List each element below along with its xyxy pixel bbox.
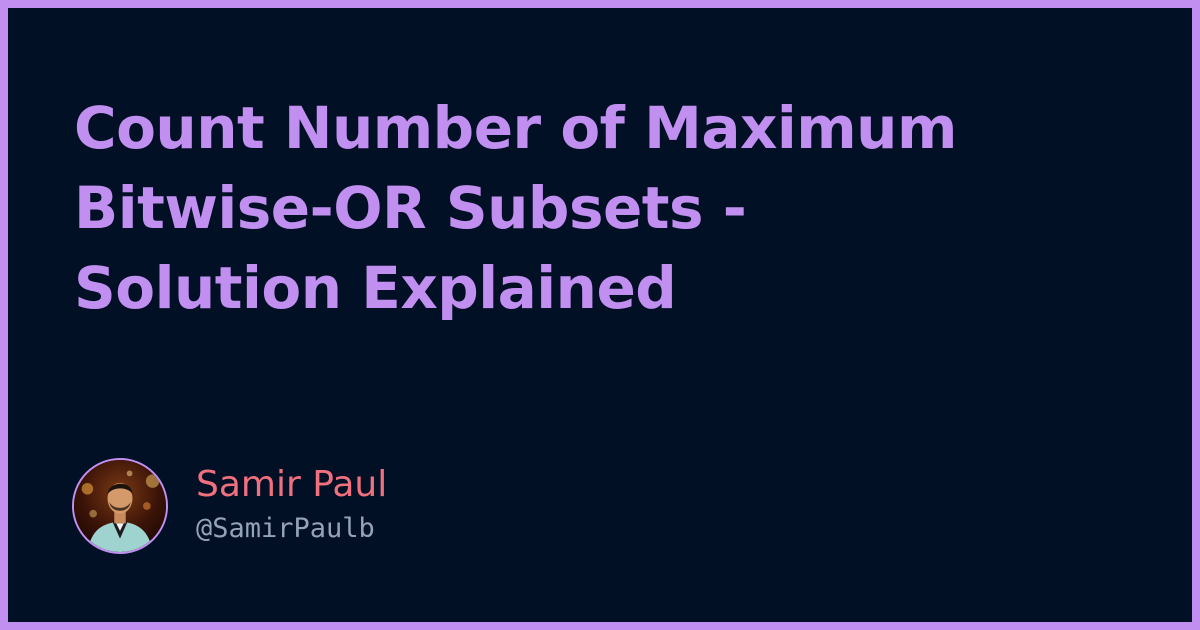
author-photo-icon	[74, 460, 166, 552]
author-handle: @SamirPaulb	[196, 513, 375, 544]
title-line-3: Solution Explained	[74, 254, 677, 322]
author-avatar	[72, 458, 168, 554]
og-card: Count Number of Maximum Bitwise-OR Subse…	[8, 8, 1192, 622]
article-title: Count Number of Maximum Bitwise-OR Subse…	[74, 88, 1154, 328]
title-line-1: Count Number of Maximum	[74, 94, 957, 162]
author-text: Samir Paul @SamirPaulb	[196, 463, 387, 549]
author-name: Samir Paul	[196, 464, 388, 505]
title-line-2: Bitwise-OR Subsets -	[74, 174, 747, 242]
author-block: Samir Paul @SamirPaulb	[72, 458, 387, 554]
